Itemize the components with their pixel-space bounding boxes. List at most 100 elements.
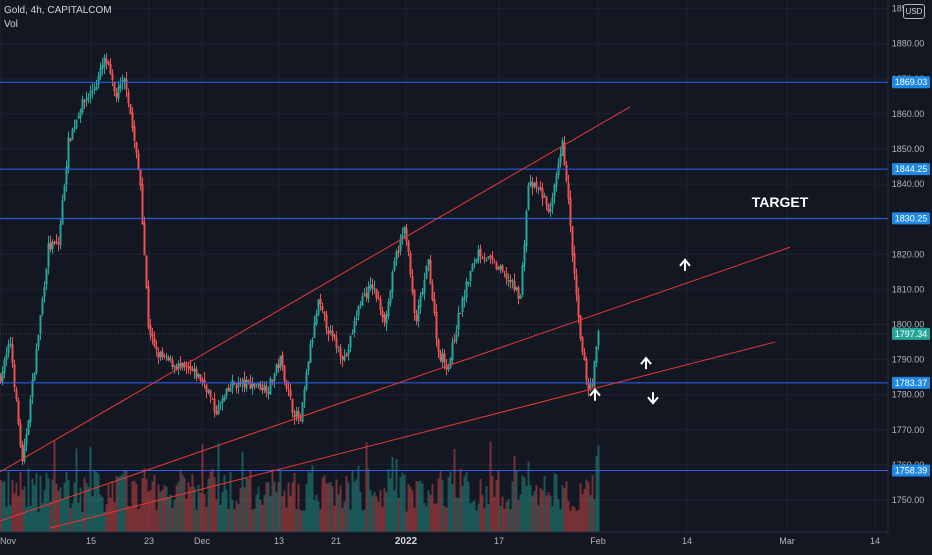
volume-bar <box>175 485 178 532</box>
candle-body <box>45 268 48 285</box>
volume-bar <box>231 499 234 532</box>
arrow-down-icon[interactable] <box>647 392 659 405</box>
volume-bar <box>151 481 154 532</box>
volume-bar <box>113 502 116 532</box>
level-price-label: 1758.39 <box>895 466 928 476</box>
level-price-badge[interactable] <box>892 76 930 89</box>
volume-bar <box>295 509 298 532</box>
price-tick-label: 1840.00 <box>892 179 925 189</box>
volume-bar <box>319 508 322 532</box>
volume-bar <box>585 479 588 532</box>
time-axis[interactable]: Nov 15 23 Dec 13 21 2022 17 Feb 14 Mar 14 <box>0 531 888 550</box>
volume-bar <box>63 482 66 532</box>
candle-body <box>69 138 72 142</box>
volume-bar <box>181 474 184 532</box>
trend-line[interactable] <box>0 106 631 473</box>
volume-bar <box>211 468 214 532</box>
candle-body <box>381 310 384 317</box>
volume-bar <box>369 490 372 532</box>
symbol-title[interactable]: Gold, 4h, CAPITALCOM <box>4 5 112 16</box>
candle-body <box>151 333 154 338</box>
candle-body <box>207 390 210 393</box>
time-tick-label: Dec <box>194 536 211 546</box>
volume-bar <box>119 475 122 532</box>
candle-body <box>129 104 132 115</box>
candle-body <box>353 320 356 334</box>
candle-body <box>269 378 272 394</box>
last-price-badge[interactable] <box>892 327 930 340</box>
candle-body <box>555 175 558 187</box>
time-tick-label: 17 <box>494 536 504 546</box>
candle-body <box>173 365 176 368</box>
price-tick-label: 1800.00 <box>892 320 925 330</box>
candle-body <box>261 387 264 390</box>
volume-bar <box>41 502 44 532</box>
volume-bar <box>315 494 318 532</box>
volume-label[interactable]: Vol <box>4 19 18 30</box>
candle-body <box>521 265 524 295</box>
arrow-up-icon[interactable] <box>589 388 601 401</box>
candle-body <box>245 380 248 389</box>
candle-body <box>221 398 224 404</box>
volume-bar <box>91 496 94 532</box>
candle-body <box>125 79 128 91</box>
price-tick-label: 1880.00 <box>892 39 925 49</box>
volume-bar <box>81 511 84 532</box>
level-price-label: 1783.37 <box>895 378 928 388</box>
volume-bar <box>73 482 76 532</box>
volume-bar <box>509 509 512 532</box>
price-axis[interactable]: 1750.001760.001770.001780.001790.001800.… <box>887 0 932 550</box>
price-tick-label: 1770.00 <box>892 425 925 435</box>
candle-body <box>89 91 92 97</box>
trend-line[interactable] <box>0 246 791 522</box>
volume-bar <box>499 505 502 532</box>
volume-bar <box>223 475 226 532</box>
candle-body <box>111 73 114 80</box>
volume-bar <box>11 479 14 532</box>
volume-bar <box>51 479 54 532</box>
volume-bar <box>57 490 60 532</box>
target-label[interactable]: TARGET <box>752 194 809 210</box>
candle-body <box>499 265 502 270</box>
candle-body <box>483 258 486 260</box>
arrow-up-icon[interactable] <box>679 258 691 271</box>
horizontal-levels[interactable] <box>0 81 888 472</box>
candle-body <box>559 154 562 164</box>
volume-bar <box>13 493 16 532</box>
volume-bar <box>65 471 68 532</box>
volume-bar <box>399 477 402 532</box>
trend-line[interactable] <box>49 341 776 529</box>
volume-bar <box>361 510 364 532</box>
level-price-badge[interactable] <box>892 376 930 389</box>
volume-bar <box>545 495 548 532</box>
candle-body <box>205 384 208 392</box>
volume-bar <box>167 497 170 532</box>
level-price-badge[interactable] <box>892 163 930 176</box>
trend-lines[interactable] <box>0 106 791 529</box>
volume-bar <box>249 470 252 532</box>
candle-body <box>87 97 90 100</box>
candle-body <box>393 260 396 271</box>
candle-body <box>429 259 432 285</box>
volume-bar <box>111 481 114 532</box>
candle-body <box>587 381 590 390</box>
volume-bar <box>135 483 138 532</box>
candle-body <box>541 188 544 199</box>
candle-body <box>369 284 372 289</box>
level-price-badge[interactable] <box>892 464 930 477</box>
volume-bar <box>117 477 120 532</box>
candle-body <box>63 185 66 200</box>
candle-body <box>597 331 600 346</box>
level-price-badge[interactable] <box>892 212 930 225</box>
annotations[interactable]: TARGET <box>589 194 809 405</box>
currency-badge[interactable]: USD <box>903 4 925 19</box>
volume-bar <box>417 481 420 532</box>
volume-bar <box>37 511 40 532</box>
volume-bar <box>387 469 390 532</box>
arrow-up-icon[interactable] <box>640 356 652 370</box>
volume-bar <box>201 444 204 532</box>
volume-bar <box>525 485 528 532</box>
candle-body <box>19 423 22 447</box>
